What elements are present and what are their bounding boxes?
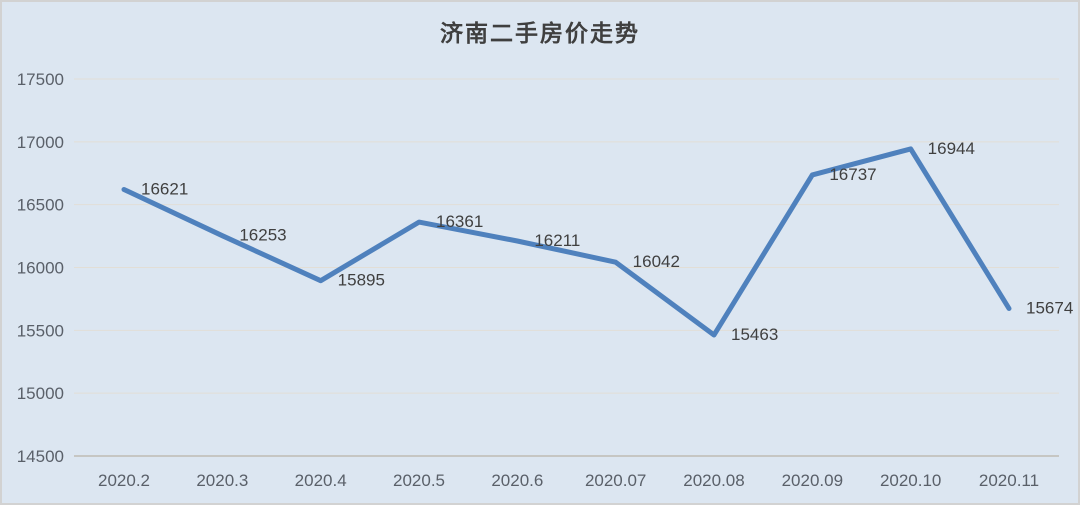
chart-title: 济南二手房价走势: [440, 20, 640, 47]
y-axis-tick-label: 16000: [17, 259, 64, 278]
x-axis-tick-label: 2020.6: [491, 471, 543, 490]
x-axis-tick-label: 2020.08: [683, 471, 744, 490]
data-label: 15463: [731, 325, 778, 344]
data-label: 16042: [633, 252, 680, 271]
y-axis-tick-label: 14500: [17, 447, 64, 466]
x-axis-tick-label: 2020.07: [585, 471, 646, 490]
x-axis-tick-label: 2020.5: [393, 471, 445, 490]
x-axis-tick-label: 2020.10: [880, 471, 941, 490]
data-label: 16621: [141, 179, 188, 198]
x-axis-tick-label: 2020.11: [979, 471, 1039, 490]
data-label: 15674: [1026, 298, 1073, 317]
x-axis-tick-label: 2020.2: [98, 471, 150, 490]
y-axis-tick-label: 15500: [17, 321, 64, 340]
price-trend-line: [121, 146, 1012, 338]
x-axis-tick-label: 2020.09: [782, 471, 843, 490]
y-axis-tick-label: 17500: [17, 70, 64, 89]
y-axis-tick-label: 17000: [17, 133, 64, 152]
y-axis-tick-label: 15000: [17, 384, 64, 403]
y-axis-tick-label: 16500: [17, 196, 64, 215]
x-axis-tick-label: 2020.3: [196, 471, 248, 490]
x-axis-tick-label: 2020.4: [295, 471, 347, 490]
data-label: 16253: [239, 226, 286, 245]
data-label: 16361: [436, 212, 483, 231]
data-label: 16944: [928, 139, 975, 158]
data-label: 16737: [829, 165, 876, 184]
data-label: 16211: [534, 231, 580, 250]
data-label: 15895: [338, 271, 385, 290]
